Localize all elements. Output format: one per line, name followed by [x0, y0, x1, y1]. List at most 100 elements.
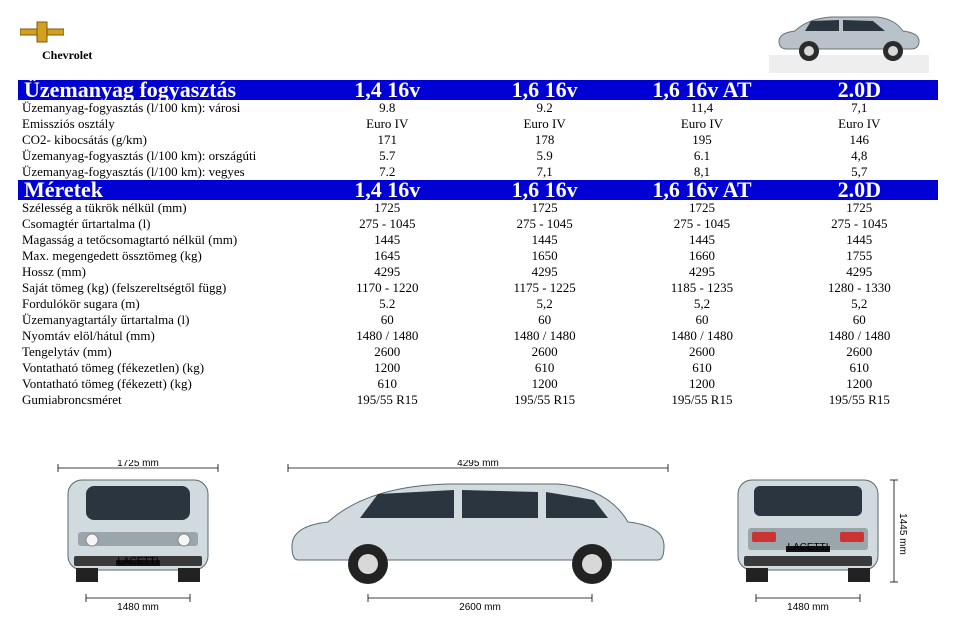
- section-title: Üzemanyag fogyasztás: [18, 80, 309, 100]
- cell-value: 9.2: [466, 100, 623, 116]
- table-row: Üzemanyag-fogyasztás (l/100 km): városi 9…: [18, 100, 938, 116]
- cell-value: 195/55 R15: [466, 392, 623, 408]
- row-label: Fordulókör sugara (m): [18, 296, 309, 312]
- cell-value: Euro IV: [466, 116, 623, 132]
- row-label: Üzemanyag-fogyasztás (l/100 km): országú…: [18, 148, 309, 164]
- row-label: Saját tömeg (kg) (felszereltségtől függ): [18, 280, 309, 296]
- cell-value: 195: [623, 132, 780, 148]
- table-row: Nyomtáv elöl/hátul (mm)1480 / 14801480 /…: [18, 328, 938, 344]
- cell-value: 1445: [466, 232, 623, 248]
- cell-value: 4295: [466, 264, 623, 280]
- table-row: Tengelytáv (mm)2600260026002600: [18, 344, 938, 360]
- badge-front: LACETTI: [117, 556, 158, 567]
- cell-value: 1185 - 1235: [623, 280, 780, 296]
- section-header: Méretek1,4 16v1,6 16v1,6 16v AT2.0D: [18, 180, 938, 200]
- cell-value: 60: [623, 312, 780, 328]
- cell-value: 60: [309, 312, 466, 328]
- table-row: Csomagtér űrtartalma (l)275 - 1045275 - …: [18, 216, 938, 232]
- cell-value: 1725: [781, 200, 938, 216]
- row-label: Vontatható tömeg (fékezetlen) (kg): [18, 360, 309, 376]
- table-row: CO2- kibocsátás (g/km)171178195146: [18, 132, 938, 148]
- dim-front-track: 1480 mm: [117, 602, 159, 613]
- table-row: Gumiabroncsméret195/55 R15195/55 R15195/…: [18, 392, 938, 408]
- column-header: 1,6 16v AT: [623, 80, 780, 100]
- table-row: Szélesség a tükrök nélkül (mm)1725172517…: [18, 200, 938, 216]
- cell-value: 1755: [781, 248, 938, 264]
- table-row: Hossz (mm)4295429542954295: [18, 264, 938, 280]
- cell-value: 1480 / 1480: [623, 328, 780, 344]
- row-label: Üzemanyagtartály űrtartalma (l): [18, 312, 309, 328]
- cell-value: 1200: [623, 376, 780, 392]
- row-label: Emissziós osztály: [18, 116, 309, 132]
- cell-value: Euro IV: [781, 116, 938, 132]
- table-row: Emissziós osztályEuro IVEuro IVEuro IVEu…: [18, 116, 938, 132]
- cell-value: 275 - 1045: [309, 216, 466, 232]
- row-label: Tengelytáv (mm): [18, 344, 309, 360]
- cell-value: 1200: [309, 360, 466, 376]
- cell-value: Euro IV: [309, 116, 466, 132]
- cell-value: 275 - 1045: [466, 216, 623, 232]
- cell-value: 2600: [781, 344, 938, 360]
- column-header: 1,4 16v: [309, 80, 466, 100]
- cell-value: 1480 / 1480: [309, 328, 466, 344]
- row-label: Szélesség a tükrök nélkül (mm): [18, 200, 309, 216]
- cell-value: 610: [309, 376, 466, 392]
- cell-value: 2600: [466, 344, 623, 360]
- cell-value: 275 - 1045: [623, 216, 780, 232]
- cell-value: 1650: [466, 248, 623, 264]
- cell-value: 1480 / 1480: [466, 328, 623, 344]
- cell-value: 1280 - 1330: [781, 280, 938, 296]
- cell-value: 5.2: [309, 296, 466, 312]
- table-row: Fordulókör sugara (m)5.25,25,25,2: [18, 296, 938, 312]
- cell-value: 146: [781, 132, 938, 148]
- cell-value: 4,8: [781, 148, 938, 164]
- row-label: Max. megengedett össztömeg (kg): [18, 248, 309, 264]
- cell-value: 275 - 1045: [781, 216, 938, 232]
- dim-wheelbase: 2600 mm: [459, 602, 501, 613]
- cell-value: 1725: [309, 200, 466, 216]
- cell-value: 171: [309, 132, 466, 148]
- row-label: Nyomtáv elöl/hátul (mm): [18, 328, 309, 344]
- row-label: Üzemanyag-fogyasztás (l/100 km): városi: [18, 100, 309, 116]
- dim-front-width: 1725 mm: [117, 460, 159, 469]
- dim-height: 1445 mm: [897, 513, 908, 555]
- cell-value: 1445: [781, 232, 938, 248]
- table-row: Üzemanyagtartály űrtartalma (l)60606060: [18, 312, 938, 328]
- column-header: 1,6 16v AT: [623, 180, 780, 200]
- table-row: Saját tömeg (kg) (felszereltségtől függ)…: [18, 280, 938, 296]
- cell-value: 1175 - 1225: [466, 280, 623, 296]
- brand-label: Chevrolet: [42, 48, 92, 63]
- cell-value: 4295: [623, 264, 780, 280]
- column-header: 2.0D: [781, 80, 938, 100]
- cell-value: 610: [623, 360, 780, 376]
- row-label: Gumiabroncsméret: [18, 392, 309, 408]
- cell-value: 1200: [466, 376, 623, 392]
- row-label: Magasság a tetőcsomagtartó nélkül (mm): [18, 232, 309, 248]
- dim-rear-track: 1480 mm: [787, 602, 829, 613]
- table-row: Vontatható tömeg (fékezett) (kg)61012001…: [18, 376, 938, 392]
- cell-value: 11,4: [623, 100, 780, 116]
- spec-table: Üzemanyag fogyasztás1,4 16v1,6 16v1,6 16…: [18, 80, 938, 408]
- row-label: CO2- kibocsátás (g/km): [18, 132, 309, 148]
- table-row: Magasság a tetőcsomagtartó nélkül (mm)14…: [18, 232, 938, 248]
- cell-value: 1645: [309, 248, 466, 264]
- table-row: Vontatható tömeg (fékezetlen) (kg)120061…: [18, 360, 938, 376]
- cell-value: 4295: [309, 264, 466, 280]
- cell-value: 2600: [309, 344, 466, 360]
- cell-value: 195/55 R15: [623, 392, 780, 408]
- cell-value: 610: [466, 360, 623, 376]
- cell-value: 195/55 R15: [781, 392, 938, 408]
- cell-value: 7,1: [781, 100, 938, 116]
- cell-value: 195/55 R15: [309, 392, 466, 408]
- cell-value: 1445: [309, 232, 466, 248]
- chevrolet-logo-icon: [20, 20, 64, 44]
- cell-value: 60: [781, 312, 938, 328]
- table-row: Üzemanyag-fogyasztás (l/100 km): vegyes7…: [18, 164, 938, 180]
- row-label: Csomagtér űrtartalma (l): [18, 216, 309, 232]
- cell-value: 610: [781, 360, 938, 376]
- cell-value: 1445: [623, 232, 780, 248]
- cell-value: 5.9: [466, 148, 623, 164]
- cell-value: 1725: [466, 200, 623, 216]
- row-label: Hossz (mm): [18, 264, 309, 280]
- cell-value: Euro IV: [623, 116, 780, 132]
